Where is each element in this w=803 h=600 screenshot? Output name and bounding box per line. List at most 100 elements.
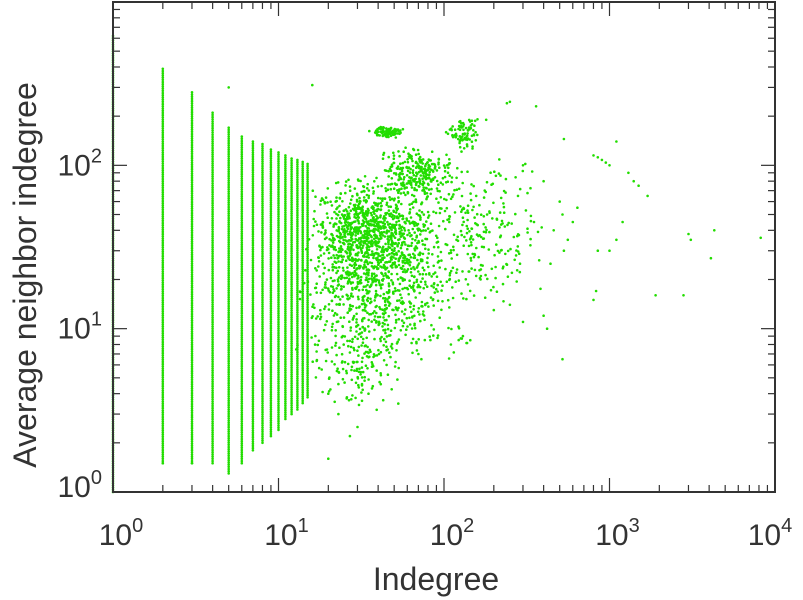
data-point	[161, 338, 165, 342]
data-point	[161, 453, 165, 456]
data-point	[211, 461, 214, 465]
data-point	[161, 250, 165, 253]
data-point	[290, 157, 293, 160]
data-point	[261, 263, 264, 267]
data-point	[359, 179, 362, 183]
data-point	[269, 304, 273, 308]
data-point	[351, 394, 354, 397]
data-point	[190, 426, 194, 430]
data-point	[261, 441, 264, 445]
data-point	[240, 219, 244, 222]
data-point	[277, 206, 280, 209]
data-point	[407, 258, 411, 262]
data-point	[470, 122, 474, 126]
data-point	[269, 262, 273, 266]
data-point	[227, 445, 230, 449]
data-point	[457, 124, 461, 128]
data-point	[420, 357, 423, 361]
data-point	[251, 199, 255, 203]
data-point	[452, 193, 455, 196]
data-point	[397, 257, 401, 261]
data-point	[277, 234, 280, 238]
data-point	[394, 313, 397, 317]
data-point	[359, 200, 362, 203]
data-point	[261, 221, 264, 225]
data-point	[356, 277, 359, 280]
data-point	[321, 198, 325, 202]
data-point	[277, 413, 280, 416]
data-point	[161, 459, 165, 463]
data-point	[372, 216, 375, 219]
data-point	[344, 239, 347, 242]
data-point	[381, 256, 384, 260]
data-point	[240, 247, 244, 251]
data-point	[408, 171, 412, 174]
data-point	[471, 238, 475, 241]
data-point	[369, 218, 373, 222]
data-point	[421, 243, 425, 246]
data-point	[441, 183, 445, 186]
data-point	[529, 186, 532, 190]
data-point	[408, 231, 411, 235]
data-point	[400, 319, 404, 322]
data-point	[190, 451, 194, 454]
data-point	[404, 222, 407, 225]
data-point	[436, 189, 440, 193]
data-point	[417, 338, 421, 341]
data-point	[432, 286, 436, 289]
data-point	[410, 274, 414, 278]
data-point	[373, 299, 377, 302]
data-point	[227, 390, 230, 394]
data-point	[227, 188, 230, 191]
data-point	[372, 256, 375, 260]
data-point	[524, 162, 527, 166]
data-point	[385, 211, 389, 215]
data-point	[359, 225, 362, 229]
data-point	[251, 367, 255, 371]
data-point	[510, 271, 514, 275]
data-point	[474, 139, 478, 142]
data-point	[261, 217, 264, 220]
data-point	[269, 410, 273, 414]
data-point	[284, 349, 287, 353]
data-point	[190, 301, 194, 305]
data-point	[190, 295, 194, 298]
data-point	[455, 188, 459, 191]
data-point	[240, 208, 244, 211]
data-point	[261, 397, 264, 401]
data-point	[269, 377, 273, 381]
data-point	[269, 185, 273, 189]
data-point	[408, 263, 412, 267]
data-point	[227, 355, 230, 359]
data-point	[377, 263, 380, 267]
data-point	[456, 239, 460, 243]
data-point	[350, 365, 354, 369]
data-point	[227, 432, 230, 436]
data-point	[326, 187, 330, 190]
data-point	[251, 422, 255, 426]
data-point	[227, 192, 230, 195]
data-point	[211, 274, 214, 278]
data-point	[409, 305, 412, 309]
data-point	[314, 376, 318, 379]
data-point	[433, 271, 437, 274]
data-point	[472, 184, 476, 188]
data-point	[161, 111, 165, 115]
data-point	[240, 424, 244, 428]
data-point	[418, 209, 421, 212]
data-point	[227, 155, 230, 158]
data-point	[261, 338, 264, 341]
data-point	[388, 225, 391, 229]
data-point	[383, 197, 387, 200]
data-point	[369, 312, 373, 316]
data-point	[269, 335, 273, 339]
data-point	[251, 380, 255, 384]
data-point	[485, 228, 488, 232]
data-point	[161, 124, 165, 128]
data-point	[227, 454, 230, 458]
data-point	[542, 314, 545, 318]
data-point	[455, 253, 459, 257]
data-point	[442, 219, 445, 223]
data-point	[427, 188, 431, 191]
data-point	[347, 239, 350, 242]
